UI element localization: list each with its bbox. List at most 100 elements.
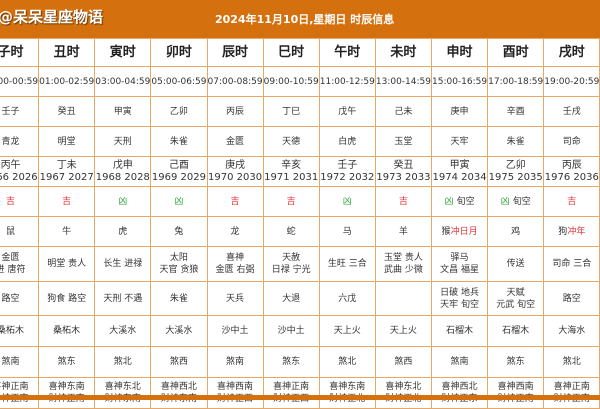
bad-stars-row: 路空 狗食 路空 天刑 不遇 朱雀 天兵 大退 六戊 日破 地兵 天牢 旬空 天赋 元武 旬空 路空 bbox=[0, 281, 600, 316]
bad-stars-text: 天赋 bbox=[506, 287, 525, 298]
hour-god-text: 青龙 bbox=[1, 136, 20, 147]
hour-ganzhi-cell: 壬子 bbox=[0, 96, 40, 127]
hour-god-cell: 天德 bbox=[262, 126, 320, 157]
directions-cell: 喜神西南财神正西 bbox=[206, 377, 264, 409]
directions-cell: 喜神正南财神正西 bbox=[262, 377, 320, 409]
nayin-cell: 天上火 bbox=[374, 315, 433, 347]
bad-stars-text: 天刑 不遇 bbox=[103, 293, 143, 304]
zodiac-cell: 虎 bbox=[94, 216, 152, 247]
hour-time-cell: 03:00-04:59 bbox=[94, 66, 152, 97]
hour-time-text: 09:00-10:59 bbox=[263, 76, 319, 87]
bad-stars-text: 元武 旬空 bbox=[496, 299, 536, 310]
luck-cell: 凶 bbox=[150, 186, 208, 217]
sha-text: 煞北 bbox=[562, 357, 581, 367]
bad-stars-cell: 天赋 元武 旬空 bbox=[487, 281, 545, 316]
sha-cell: 煞北 bbox=[318, 346, 376, 378]
bad-stars-text: 朱雀 bbox=[169, 293, 188, 304]
directions-text: 喜神东北 bbox=[104, 382, 141, 392]
directions-text: 喜神西北 bbox=[441, 382, 478, 392]
bad-stars-text: 天兵 bbox=[226, 293, 245, 304]
year-ganzhi-text: 1969 2029 bbox=[151, 171, 206, 183]
luck-cell: 吉 bbox=[262, 186, 320, 217]
sha-text: 煞东 bbox=[282, 357, 301, 367]
luck-cell: 吉 bbox=[543, 186, 600, 217]
year-ganzhi-text: 庚戌 bbox=[225, 159, 246, 171]
nayin-text: 天上火 bbox=[333, 326, 361, 336]
bad-stars-cell: 路空 bbox=[543, 281, 600, 316]
nayin-row: 桑柘木 桑柘木 大溪水 大溪水 沙中土 沙中土 天上火 天上火 石榴木 石榴木 大海水 bbox=[0, 315, 600, 347]
good-stars-text: 司命 三合 bbox=[552, 259, 592, 269]
good-stars-text: 驿马 bbox=[450, 253, 469, 263]
nayin-cell: 大溪水 bbox=[94, 315, 152, 347]
hour-god-text: 天牢 bbox=[450, 136, 469, 147]
hour-ganzhi-text: 甲寅 bbox=[113, 106, 132, 117]
hour-ganzhi-cell: 辛酉 bbox=[487, 96, 545, 127]
good-stars-text: 金匮 bbox=[1, 253, 20, 263]
brand-logo: @呆呆星座物语 bbox=[0, 8, 104, 26]
bad-stars-cell: 天刑 不遇 bbox=[94, 281, 152, 316]
year-ganzhi-text: 癸丑 bbox=[393, 159, 414, 171]
hour-god-text: 朱雀 bbox=[506, 136, 525, 147]
year-ganzhi-cell: 壬子 1972 2032 bbox=[318, 156, 376, 187]
good-stars-text: 日禄 宁光 bbox=[271, 265, 311, 275]
sha-text: 煞南 bbox=[450, 357, 469, 367]
year-ganzhi-text: 1970 2030 bbox=[208, 171, 263, 183]
hour-time-cell: 15:00-16:59 bbox=[430, 66, 489, 97]
xunkong-label: 旬空 bbox=[456, 196, 475, 207]
directions-text: 喜神正南 bbox=[553, 382, 590, 392]
nayin-text: 沙中土 bbox=[277, 326, 305, 336]
hour-time-text: 13:00-14:59 bbox=[375, 76, 431, 87]
hour-time-cell: 13:00-14:59 bbox=[374, 66, 433, 97]
hour-ganzhi-text: 己未 bbox=[394, 106, 413, 117]
hour-god-text: 朱雀 bbox=[169, 136, 188, 147]
hour-name-cell: 未时 bbox=[374, 38, 433, 67]
hour-god-text: 司命 bbox=[562, 136, 581, 147]
zodiac-label: 鸡 bbox=[511, 226, 521, 237]
good-stars-cell: 驿马 文昌 福星 bbox=[430, 246, 489, 282]
nayin-cell: 大溪水 bbox=[150, 315, 208, 347]
luck-cell: 吉 bbox=[0, 186, 40, 217]
hour-name-cell: 丑时 bbox=[38, 38, 96, 67]
bad-stars-cell: 天兵 bbox=[206, 281, 264, 316]
luck-cell: 吉 bbox=[374, 186, 433, 217]
hour-time-cell: 19:00-20:59 bbox=[543, 66, 600, 97]
hour-time-text: 07:00-08:59 bbox=[207, 76, 263, 87]
bad-stars-cell: 大退 bbox=[262, 281, 320, 316]
nayin-cell: 沙中土 bbox=[206, 315, 264, 347]
good-stars-text: 明堂 贵人 bbox=[47, 259, 87, 269]
nayin-cell: 桑柘木 bbox=[0, 315, 40, 347]
hour-ganzhi-cell: 壬戌 bbox=[543, 96, 600, 127]
luck-cell: 吉 bbox=[38, 186, 96, 217]
hour-name-cell: 申时 bbox=[430, 38, 489, 67]
year-ganzhi-text: 1966 2026 bbox=[0, 171, 38, 183]
hour-table: 子时 丑时 寅时 卯时 辰时 巳时 午时 未时 申时 酉时 戌时 00:00-00:5901:00-0… bbox=[0, 38, 600, 409]
nayin-cell: 石榴木 bbox=[487, 315, 545, 347]
zodiac-label: 马 bbox=[342, 226, 352, 237]
hour-time-text: 11:00-12:59 bbox=[319, 76, 375, 87]
xunkong-label: 旬空 bbox=[512, 196, 531, 207]
good-stars-text: 文昌 福星 bbox=[440, 265, 479, 275]
sha-text: 煞东 bbox=[57, 357, 76, 367]
hour-ganzhi-row: 壬子 癸丑 甲寅 乙卯 丙辰 丁巳 戊午 己未 庚申 辛酉 壬戌 bbox=[0, 96, 600, 127]
hour-time-cell: 00:00-00:59 bbox=[0, 66, 40, 97]
hour-time-text: 19:00-20:59 bbox=[544, 76, 600, 87]
nayin-cell: 石榴木 bbox=[430, 315, 489, 347]
hour-name-text: 卯时 bbox=[165, 44, 192, 60]
nayin-text: 桑柘木 bbox=[53, 326, 81, 336]
zodiac-cell: 猴冲日月 bbox=[430, 216, 489, 247]
zodiac-label: 狗 bbox=[558, 226, 568, 237]
hour-god-text: 金匮 bbox=[226, 136, 245, 147]
zodiac-cell: 牛 bbox=[38, 216, 96, 247]
good-stars-cell: 生旺 三合 bbox=[318, 246, 376, 282]
year-ganzhi-text: 1975 2035 bbox=[488, 171, 543, 183]
good-stars-cell: 玉堂 贵人 武曲 少微 bbox=[374, 246, 433, 282]
hour-time-text: 17:00-18:59 bbox=[488, 76, 544, 87]
luck-badge: 吉 bbox=[286, 196, 296, 207]
zodiac-cell: 羊 bbox=[374, 216, 433, 247]
year-ganzhi-cell: 己酉 1969 2029 bbox=[150, 156, 208, 187]
year-ganzhi-text: 丙午 bbox=[0, 159, 21, 171]
year-ganzhi-text: 甲寅 bbox=[449, 159, 470, 171]
good-stars-cell: 金匮进 唐符 bbox=[0, 246, 40, 282]
sha-text: 煞北 bbox=[113, 357, 132, 367]
